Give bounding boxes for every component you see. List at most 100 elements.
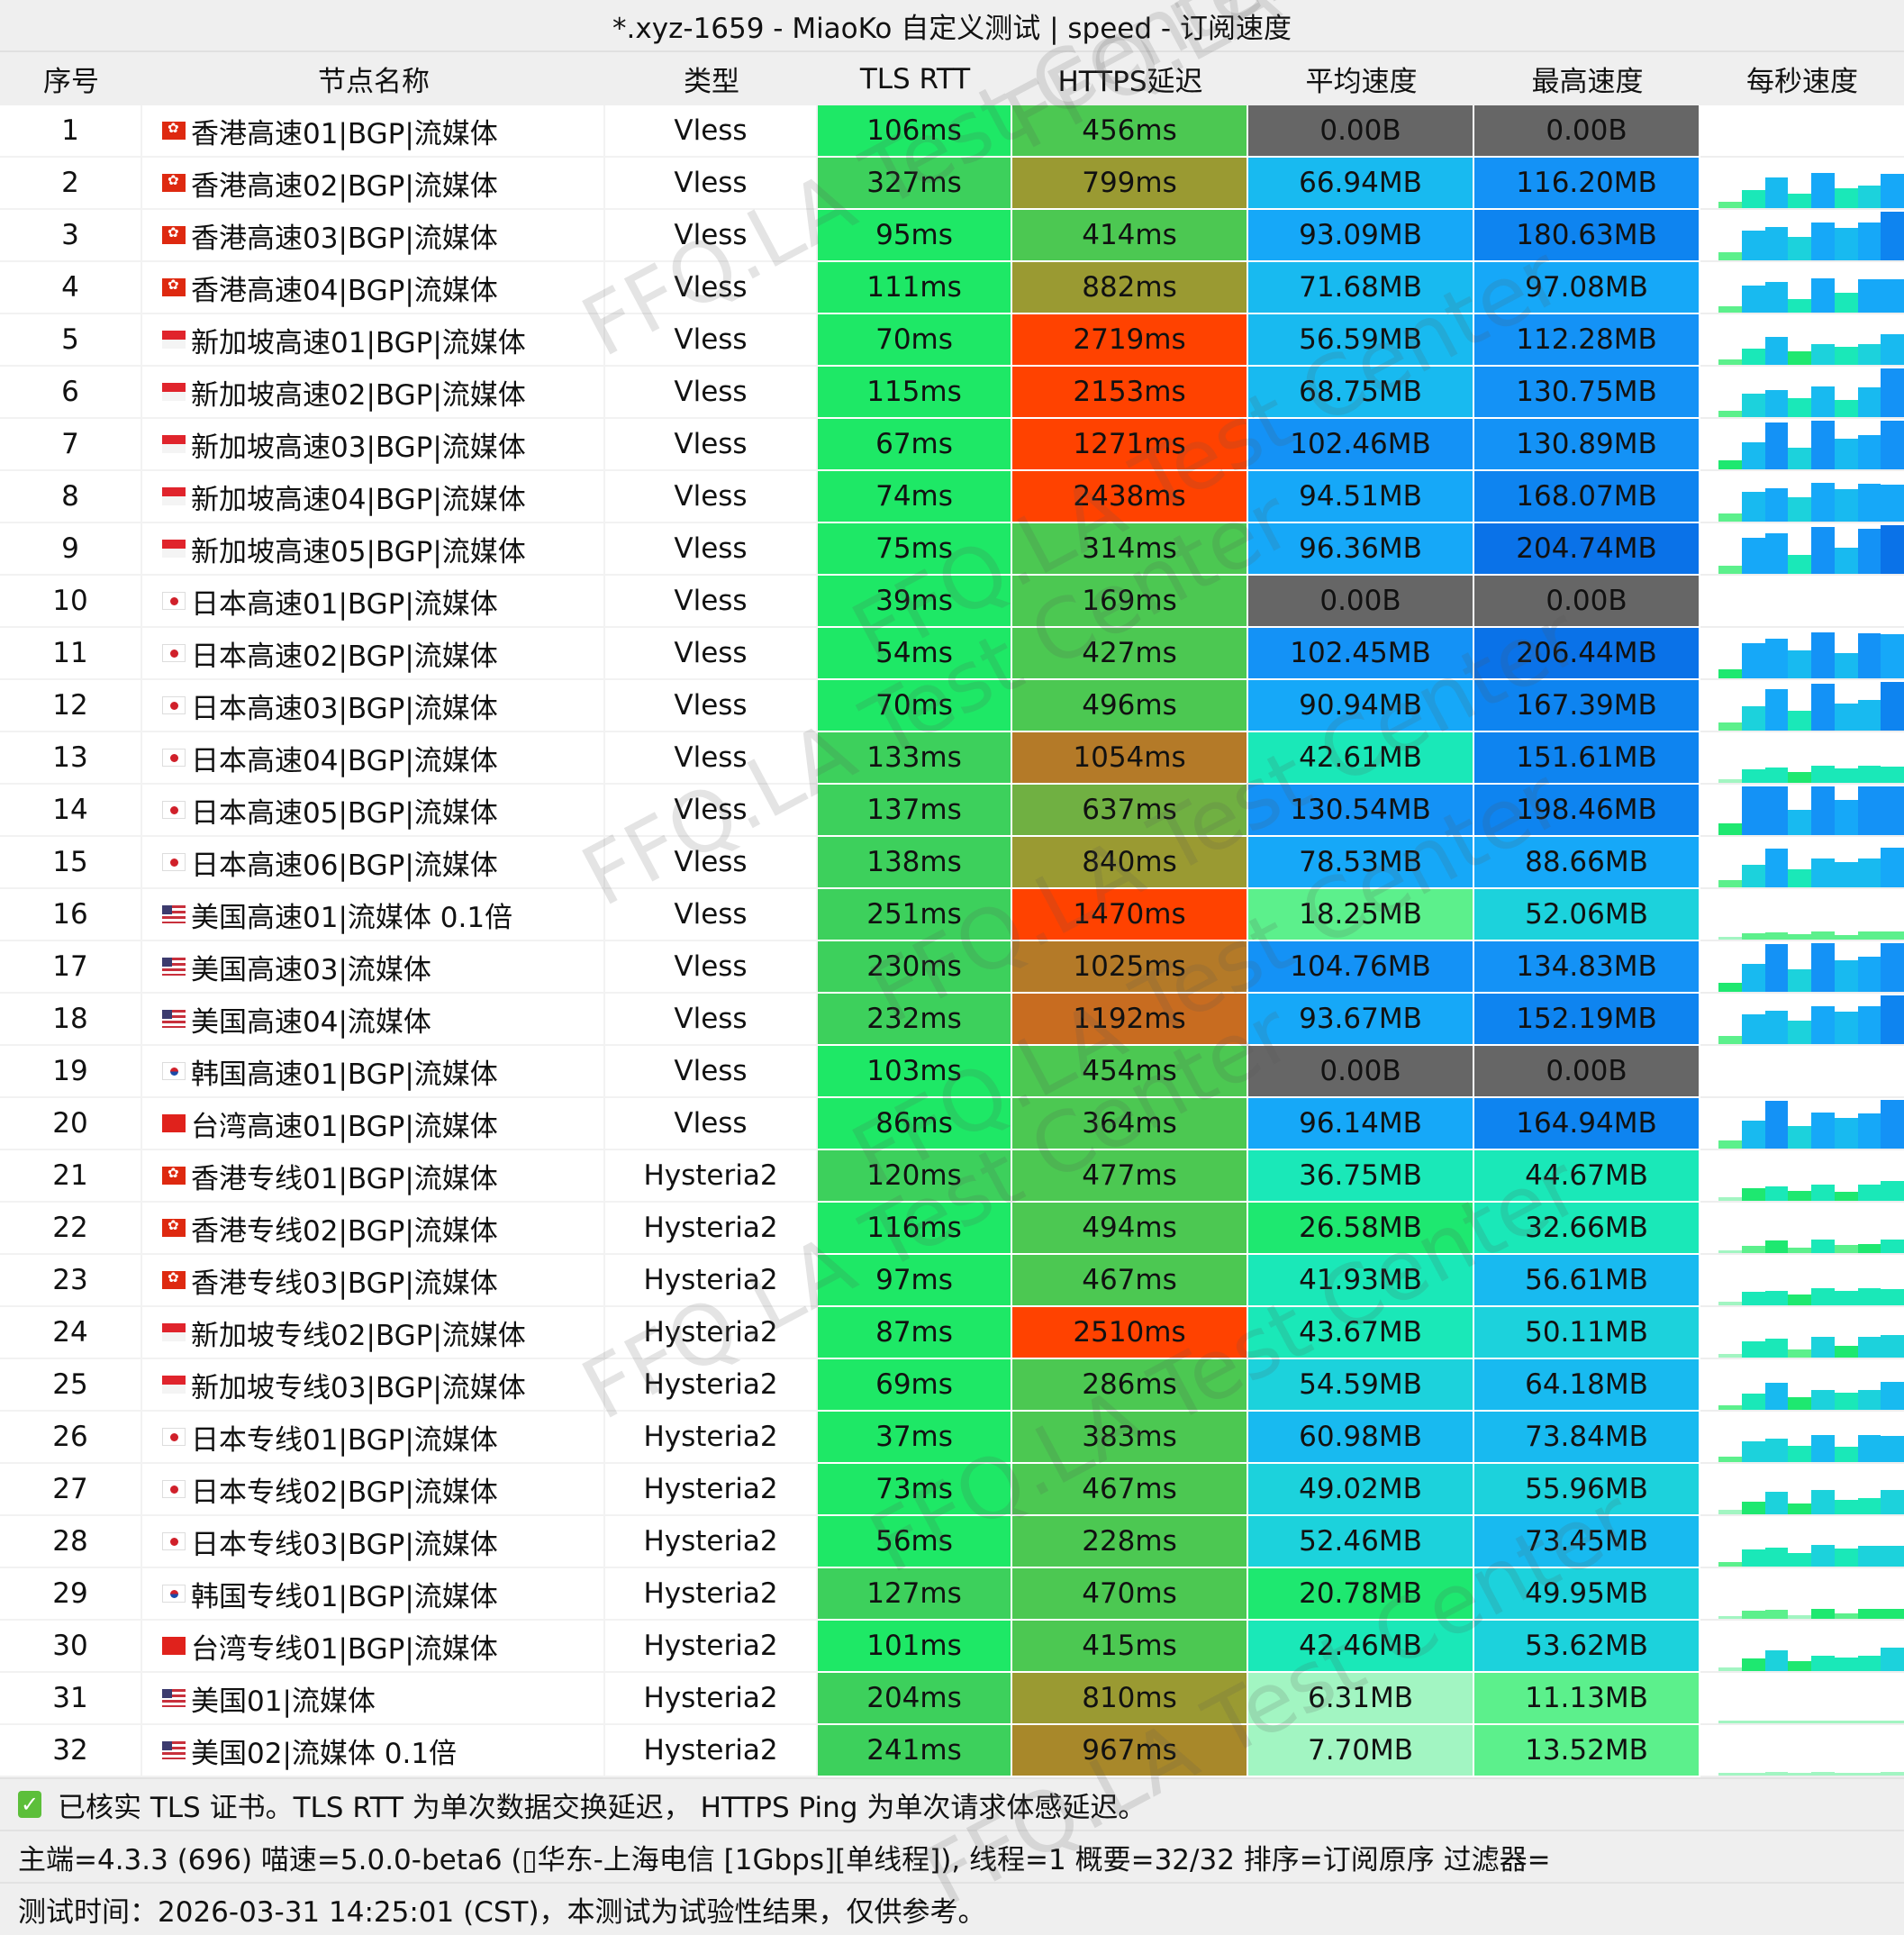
sparkline-bar <box>1788 447 1811 469</box>
table-row[interactable]: 15 日本高速06|BGP|流媒体 Vless 138ms 840ms 78.53MB 88… <box>0 837 1904 889</box>
flag-dot <box>170 858 178 867</box>
node-name-cell: 新加坡专线03|BGP|流媒体 <box>142 1359 605 1412</box>
sparkline-bar <box>1741 1013 1765 1044</box>
tls-rtt: 97ms <box>818 1255 1012 1307</box>
sparkline-bar <box>1834 934 1858 940</box>
node-type: Vless <box>605 837 818 889</box>
per-second-sparkline <box>1700 628 1904 680</box>
table-row[interactable]: 8 新加坡高速04|BGP|流媒体 Vless 74ms 2438ms 94.51MB 16… <box>0 471 1904 523</box>
sparkline-bar <box>1788 772 1811 783</box>
table-row[interactable]: 16 美国高速01|流媒体 0.1倍 Vless 251ms 1470ms 18.25MB… <box>0 889 1904 941</box>
sparkline-bar <box>1718 1510 1742 1514</box>
table-row[interactable]: 18 美国高速04|流媒体 Vless 232ms 1192ms 93.67MB 152.1… <box>0 994 1904 1046</box>
sparkline-bar <box>1718 1035 1742 1044</box>
sparkline-bar <box>1811 931 1835 940</box>
avg-speed: 102.45MB <box>1248 628 1474 680</box>
sparkline-bar <box>1811 386 1835 417</box>
per-second-sparkline <box>1700 1621 1904 1673</box>
table-row[interactable]: 7 新加坡高速03|BGP|流媒体 Vless 67ms 1271ms 102.46MB 1… <box>0 419 1904 471</box>
sparkline-bar <box>1788 809 1811 835</box>
sparkline-bar <box>1811 1287 1835 1305</box>
flag-flower: ✿ <box>168 1167 179 1181</box>
row-index: 15 <box>0 837 142 889</box>
table-row[interactable]: 14 日本高速05|BGP|流媒体 Vless 137ms 637ms 130.54MB 1… <box>0 785 1904 837</box>
sparkline-bar <box>1834 799 1858 835</box>
sparkline-bar <box>1788 1553 1811 1567</box>
node-name-cell: 日本高速05|BGP|流媒体 <box>142 785 605 837</box>
sparkline-bar <box>1764 1290 1789 1305</box>
table-row[interactable]: 19 韩国高速01|BGP|流媒体 Vless 103ms 454ms 0.00B 0.00… <box>0 1046 1904 1098</box>
table-row[interactable]: 22 ✿ 香港专线02|BGP|流媒体 Hysteria2 116ms 494ms 26.5… <box>0 1203 1904 1255</box>
sparkline-bar <box>1857 633 1881 678</box>
col-header-per-second-speed[interactable]: 每秒速度 <box>1746 66 1858 98</box>
sparkline-bar <box>1788 555 1811 574</box>
flag-us-icon <box>162 1689 186 1707</box>
table-row[interactable]: 25 新加坡专线03|BGP|流媒体 Hysteria2 69ms 286ms 54.59… <box>0 1359 1904 1412</box>
table-row[interactable]: 24 新加坡专线02|BGP|流媒体 Hysteria2 87ms 2510ms 43.6… <box>0 1307 1904 1359</box>
sparkline-bar <box>1881 1288 1904 1305</box>
sparkline-bar <box>1834 768 1858 783</box>
table-row[interactable]: 23 ✿ 香港专线03|BGP|流媒体 Hysteria2 97ms 467ms 41.93… <box>0 1255 1904 1307</box>
col-header-name[interactable]: 节点名称 <box>318 66 430 98</box>
sparkline-bar <box>1857 1288 1881 1305</box>
sparkline-bar <box>1857 1185 1881 1201</box>
table-row[interactable]: 3 ✿ 香港高速03|BGP|流媒体 Vless 95ms 414ms 93.09MB 180… <box>0 210 1904 262</box>
max-speed: 130.89MB <box>1474 419 1700 471</box>
table-row[interactable]: 11 日本高速02|BGP|流媒体 Vless 54ms 427ms 102.45MB 20… <box>0 628 1904 680</box>
sparkline-bar <box>1788 1661 1811 1671</box>
table-row[interactable]: 29 韩国专线01|BGP|流媒体 Hysteria2 127ms 470ms 20.78… <box>0 1568 1904 1621</box>
table-row[interactable]: 28 日本专线03|BGP|流媒体 Hysteria2 56ms 228ms 52.46M… <box>0 1516 1904 1568</box>
col-header-https-latency[interactable]: HTTPS延迟 <box>1057 66 1203 98</box>
https-latency: 415ms <box>1012 1621 1248 1673</box>
row-index: 20 <box>0 1098 142 1150</box>
col-header-tls-rtt[interactable]: TLS RTT <box>859 62 971 95</box>
node-name: 香港专线02|BGP|流媒体 <box>191 1214 498 1248</box>
table-row[interactable]: 6 新加坡高速02|BGP|流媒体 Vless 115ms 2153ms 68.75MB 1… <box>0 367 1904 419</box>
node-name: 香港高速03|BGP|流媒体 <box>191 222 498 255</box>
sparkline-bar <box>1764 1339 1789 1358</box>
table-row[interactable]: 10 日本高速01|BGP|流媒体 Vless 39ms 169ms 0.00B 0.00B <box>0 576 1904 628</box>
footer-note: ✓ 已核实 TLS 证书。TLS RTT 为单次数据交换延迟， HTTPS Pi… <box>0 1777 1904 1830</box>
node-type: Vless <box>605 889 818 941</box>
max-speed: 0.00B <box>1474 105 1700 158</box>
sparkline-bar <box>1718 202 1742 208</box>
avg-speed: 20.78MB <box>1248 1568 1474 1621</box>
node-name: 日本专线02|BGP|流媒体 <box>191 1476 498 1509</box>
node-name: 香港高速01|BGP|流媒体 <box>191 117 498 150</box>
table-row[interactable]: 2 ✿ 香港高速02|BGP|流媒体 Vless 327ms 799ms 66.94MB 11… <box>0 158 1904 210</box>
sparkline-bar <box>1857 483 1881 522</box>
col-header-avg-speed[interactable]: 平均速度 <box>1305 66 1418 98</box>
node-name: 日本专线03|BGP|流媒体 <box>191 1528 498 1561</box>
sparkline-bar <box>1764 1438 1789 1462</box>
table-row[interactable]: 20 台湾高速01|BGP|流媒体 Vless 86ms 364ms 96.14MB 164… <box>0 1098 1904 1150</box>
sparkline-bar <box>1811 1113 1835 1149</box>
sparkline-bar <box>1764 932 1789 940</box>
node-name-cell: 台湾专线01|BGP|流媒体 <box>142 1621 605 1673</box>
node-type: Vless <box>605 471 818 523</box>
table-row[interactable]: 13 日本高速04|BGP|流媒体 Vless 133ms 1054ms 42.61MB 1… <box>0 732 1904 785</box>
flag-dot <box>170 597 178 605</box>
table-row[interactable]: 30 台湾专线01|BGP|流媒体 Hysteria2 101ms 415ms 42.46… <box>0 1621 1904 1673</box>
table-row[interactable]: 4 ✿ 香港高速04|BGP|流媒体 Vless 111ms 882ms 71.68MB 97… <box>0 262 1904 314</box>
col-header-index[interactable]: 序号 <box>43 66 99 98</box>
sparkline-bar <box>1857 278 1881 313</box>
sparkline-bar <box>1718 1561 1742 1567</box>
table-row[interactable]: 9 新加坡高速05|BGP|流媒体 Vless 75ms 314ms 96.36MB 204… <box>0 523 1904 576</box>
table-row[interactable]: 26 日本专线01|BGP|流媒体 Hysteria2 37ms 383ms 60.98M… <box>0 1412 1904 1464</box>
per-second-sparkline <box>1700 1412 1904 1464</box>
table-row[interactable]: 5 新加坡高速01|BGP|流媒体 Vless 70ms 2719ms 56.59MB 11… <box>0 314 1904 367</box>
table-row[interactable]: 1 ✿ 香港高速01|BGP|流媒体 Vless 106ms 456ms 0.00B 0.00… <box>0 105 1904 158</box>
table-row[interactable]: 27 日本专线02|BGP|流媒体 Hysteria2 73ms 467ms 49.02M… <box>0 1464 1904 1516</box>
table-row[interactable]: 32 美国02|流媒体 0.1倍 Hysteria2 241ms 967ms 7.70MB… <box>0 1725 1904 1777</box>
table-row[interactable]: 31 美国01|流媒体 Hysteria2 204ms 810ms 6.31MB 11.13… <box>0 1673 1904 1725</box>
sparkline-bar <box>1881 848 1904 887</box>
sparkline-bar <box>1857 1337 1881 1358</box>
sparkline-bar <box>1857 956 1881 992</box>
col-header-max-speed[interactable]: 最高速度 <box>1531 66 1644 98</box>
table-row[interactable]: 12 日本高速03|BGP|流媒体 Vless 70ms 496ms 90.94MB 167… <box>0 680 1904 732</box>
node-name-cell: 美国高速01|流媒体 0.1倍 <box>142 889 605 941</box>
col-header-type[interactable]: 类型 <box>684 66 739 98</box>
table-row[interactable]: 21 ✿ 香港专线01|BGP|流媒体 Hysteria2 120ms 477ms 36.7… <box>0 1150 1904 1203</box>
table-row[interactable]: 17 美国高速03|流媒体 Vless 230ms 1025ms 104.76MB 134.… <box>0 941 1904 994</box>
node-name-cell: ✿ 香港高速02|BGP|流媒体 <box>142 158 605 210</box>
